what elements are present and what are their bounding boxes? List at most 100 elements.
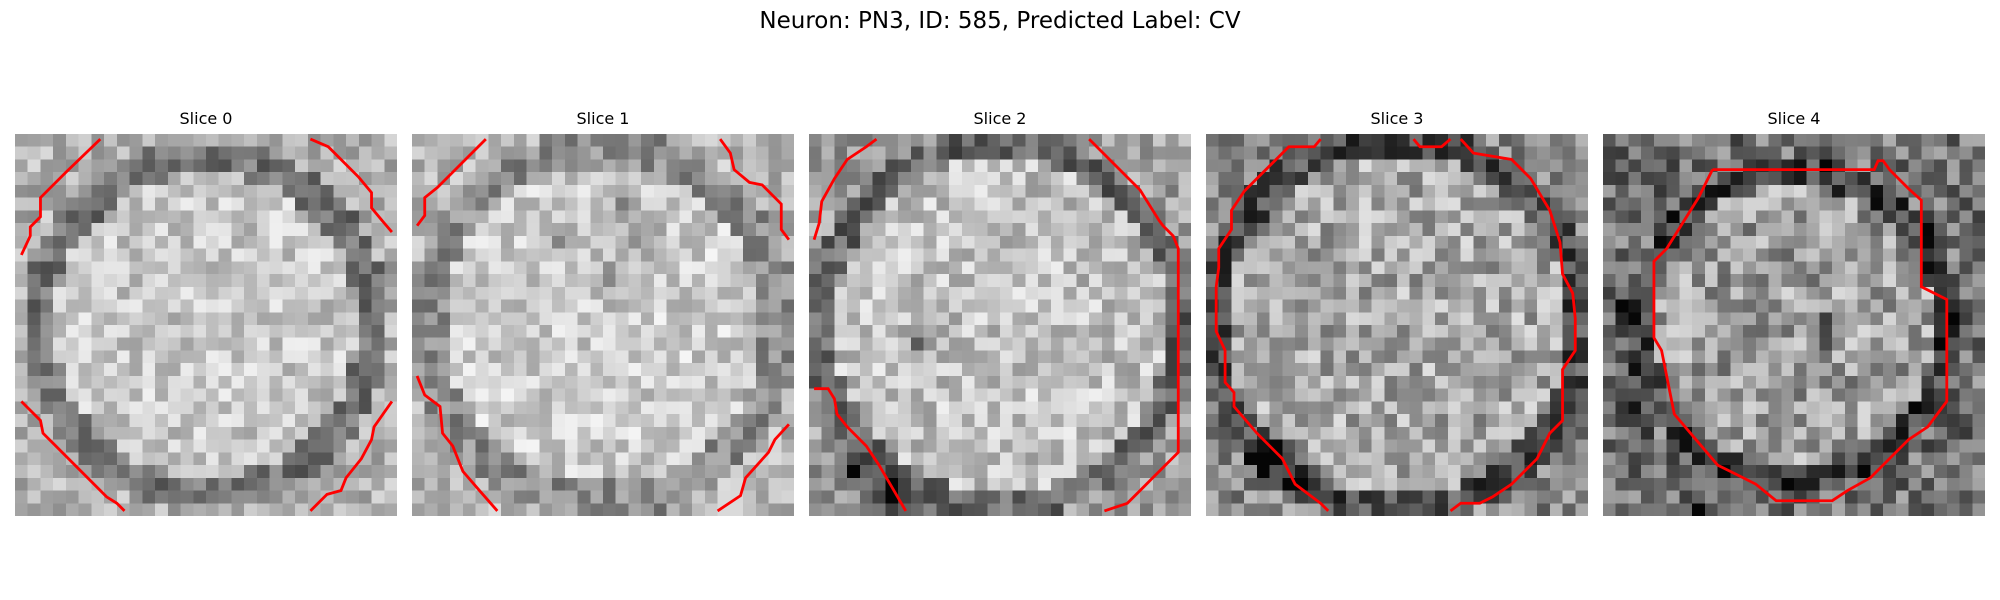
pixel [206, 363, 219, 377]
pixel [1895, 248, 1909, 262]
pixel [847, 325, 861, 338]
pixel [1473, 261, 1487, 275]
pixel [1781, 146, 1795, 160]
pixel [282, 426, 296, 440]
pixel [1730, 503, 1744, 516]
pixel [743, 503, 757, 516]
pixel [1908, 210, 1922, 224]
pixel [1409, 452, 1423, 466]
pixel [1282, 426, 1296, 440]
pixel [1666, 426, 1680, 440]
pixel [692, 134, 706, 147]
pixel [1603, 210, 1616, 224]
pixel [936, 452, 950, 466]
pixel [1870, 350, 1884, 364]
pixel [1269, 261, 1283, 275]
pixel [755, 261, 769, 275]
pixel [781, 172, 794, 186]
pixel [1615, 146, 1629, 160]
pixel [307, 312, 321, 326]
pixel [1615, 159, 1629, 173]
pixel [1857, 325, 1871, 338]
pixel [384, 414, 397, 428]
pixel [1549, 134, 1563, 147]
pixel [1870, 401, 1884, 415]
pixel [1038, 210, 1052, 224]
pixel [730, 477, 744, 491]
pixel [1615, 465, 1629, 479]
pixel [501, 312, 515, 326]
pixel [1498, 401, 1512, 415]
pixel [1422, 452, 1436, 466]
pixel [615, 325, 629, 338]
pixel [1946, 210, 1960, 224]
pixel [167, 503, 181, 516]
pixel [898, 248, 912, 262]
pixel [704, 375, 718, 389]
pixel [501, 172, 515, 186]
pixel [1435, 184, 1449, 198]
pixel [1012, 248, 1026, 262]
pixel [781, 503, 794, 516]
pixel [1972, 299, 1985, 313]
pixel [1218, 490, 1232, 504]
pixel [1140, 439, 1154, 453]
pixel [129, 490, 143, 504]
pixel [1972, 414, 1985, 428]
pixel [1231, 452, 1245, 466]
pixel [1603, 414, 1616, 428]
pixel [564, 235, 578, 249]
pixel [1819, 134, 1833, 147]
pixel [1244, 350, 1258, 364]
pixel [872, 375, 886, 389]
pixel [256, 388, 270, 402]
pixel [590, 439, 604, 453]
pixel [15, 465, 28, 479]
pixel [679, 248, 693, 262]
pixel [1819, 363, 1833, 377]
pixel [1422, 312, 1436, 326]
pixel [949, 197, 963, 211]
pixel [1127, 503, 1141, 516]
pixel [834, 426, 848, 440]
pixel [475, 439, 489, 453]
pixel [1844, 286, 1858, 300]
pixel [450, 503, 464, 516]
pixel [1562, 146, 1576, 160]
pixel [384, 172, 397, 186]
pixel [193, 363, 207, 377]
pixel [949, 439, 963, 453]
pixel [333, 426, 347, 440]
pixel [1346, 439, 1360, 453]
pixel [1666, 248, 1680, 262]
pixel [1371, 172, 1385, 186]
pixel [1679, 375, 1693, 389]
pixel [1397, 134, 1410, 147]
pixel [333, 210, 347, 224]
pixel [412, 388, 425, 402]
pixel [1320, 363, 1334, 377]
pixel [834, 452, 848, 466]
pixel [1178, 401, 1191, 415]
pixel [1165, 414, 1179, 428]
pixel [679, 363, 693, 377]
pixel [65, 146, 79, 160]
pixel [1653, 414, 1667, 428]
pixel [1972, 274, 1985, 288]
pixel [730, 197, 744, 211]
pixel [987, 388, 1001, 402]
pixel [40, 223, 54, 237]
pixel [1447, 261, 1461, 275]
pixel [1575, 363, 1588, 377]
pixel [501, 146, 515, 160]
pixel [755, 490, 769, 504]
pixel [1152, 274, 1166, 288]
pixel [847, 465, 861, 479]
pixel [129, 375, 143, 389]
pixel [1730, 439, 1744, 453]
pixel [1730, 210, 1744, 224]
pixel [1755, 210, 1769, 224]
pixel [641, 248, 655, 262]
pixel [1231, 274, 1245, 288]
pixel [218, 312, 232, 326]
